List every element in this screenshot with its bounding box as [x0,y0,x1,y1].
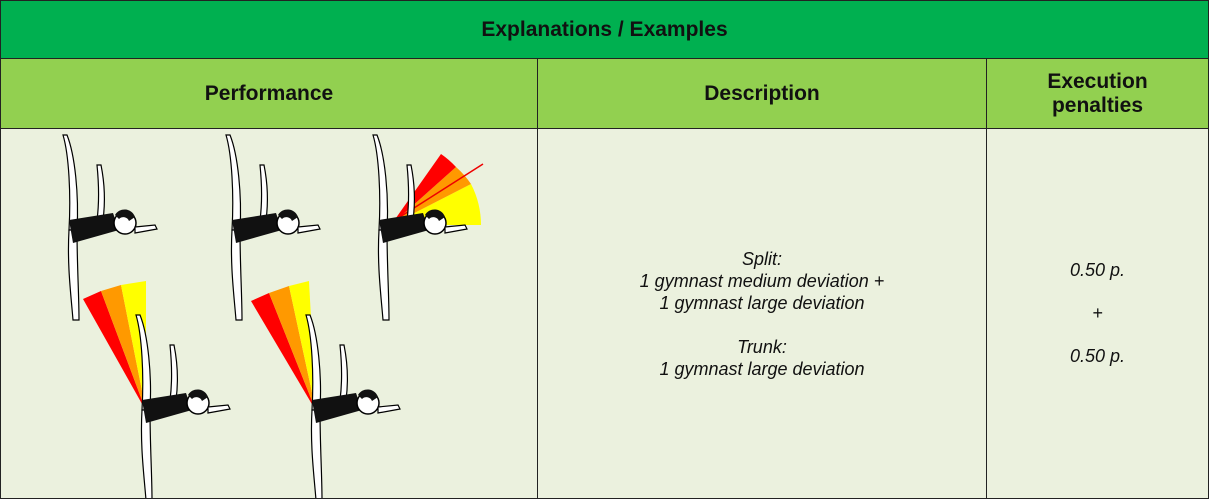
penalties-cell: 0.50 p. + 0.50 p. [986,128,1209,499]
description-line: 1 gymnast large deviation [659,358,865,379]
description-line: 1 gymnast medium deviation + [639,270,885,291]
penalty: 0.50 p. [1069,260,1126,280]
column-header: Execution penalties [986,58,1209,129]
table-title: Explanations / Examples [0,0,1209,59]
column-header: Description [537,58,987,129]
description-line: Trunk: [737,336,787,357]
gymnast-illustrations [62,134,484,498]
penalty-operator: + [1092,303,1103,323]
description-cell: Split: 1 gymnast medium deviation + 1 gy… [537,128,987,499]
column-header: Performance [0,58,538,129]
description-line: Split: [741,248,783,269]
performance-cell [0,128,538,499]
deviation-fan [83,281,316,411]
penalty: 0.50 p. [1069,346,1126,366]
description-line: 1 gymnast large deviation [659,292,865,313]
